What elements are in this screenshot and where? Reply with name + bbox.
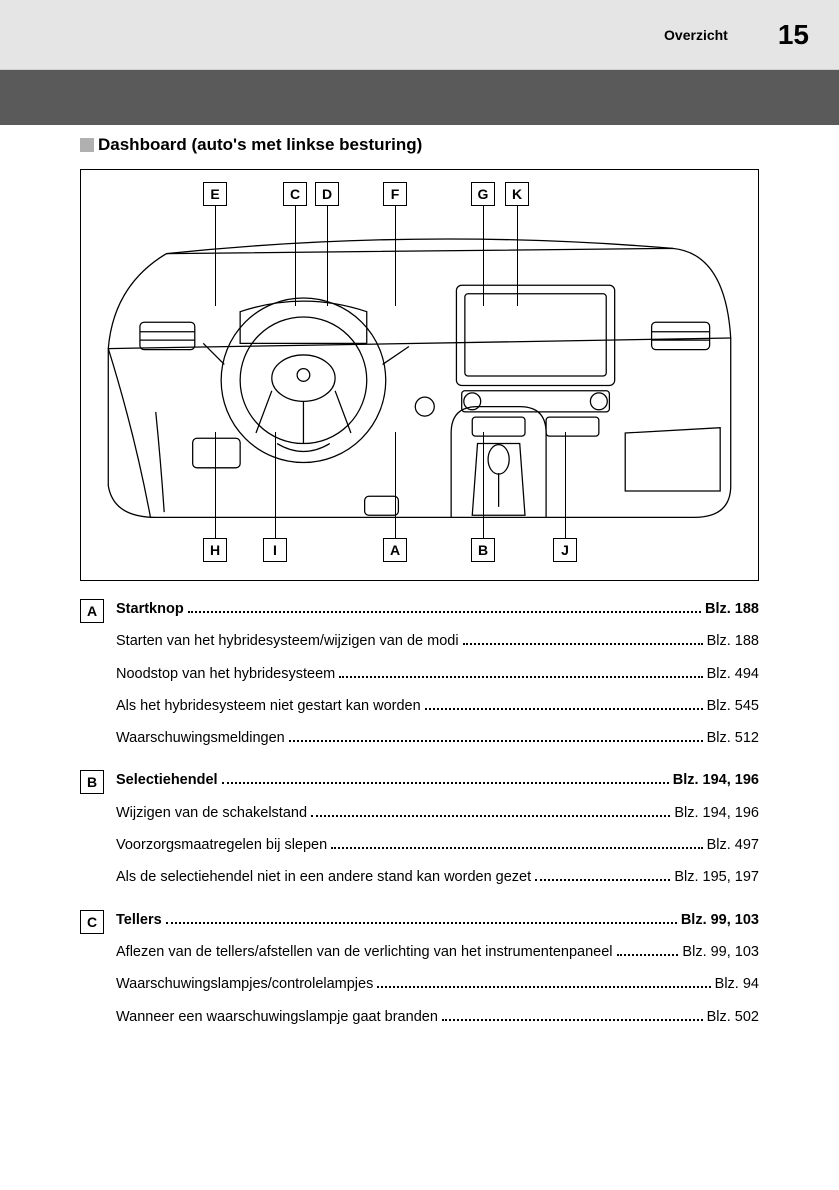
entry-sub-text: Aflezen van de tellers/afstellen van de …: [116, 942, 613, 962]
diagram-label-D: D: [315, 182, 339, 206]
entry-head-text: Tellers: [116, 910, 162, 930]
leader-dots: [222, 782, 669, 784]
leader-dots: [289, 740, 703, 742]
entry-head-page: Blz. 194, 196: [673, 770, 759, 790]
entry-sub: Als het hybridesysteem niet gestart kan …: [116, 696, 759, 716]
entry-sub-text: Starten van het hybridesysteem/wijzigen …: [116, 631, 459, 651]
entry-sub-text: Als het hybridesysteem niet gestart kan …: [116, 696, 421, 716]
entry-sub-text: Wijzigen van de schakelstand: [116, 803, 307, 823]
lead-line: [517, 206, 518, 306]
entry-lines: Tellers Blz. 99, 103 Aflezen van de teller…: [116, 910, 759, 1039]
entry-letter-box: B: [80, 770, 104, 794]
section-title: Dashboard (auto's met linkse besturing): [98, 135, 422, 155]
entry-head: Startknop Blz. 188: [116, 599, 759, 619]
leader-dots: [535, 879, 670, 881]
entry-sub: Waarschuwingslampjes/controlelampjes Blz.…: [116, 974, 759, 994]
entry-sub-page: Blz. 502: [707, 1007, 759, 1027]
entry-sub-text: Waarschuwingsmeldingen: [116, 728, 285, 748]
diagram-label-B: B: [471, 538, 495, 562]
lead-line: [395, 206, 396, 306]
entry-letter-box: A: [80, 599, 104, 623]
entry-sub: Als de selectiehendel niet in een andere…: [116, 867, 759, 887]
entry-head-page: Blz. 188: [705, 599, 759, 619]
leader-dots: [188, 611, 701, 613]
entry-sub-page: Blz. 194, 196: [674, 803, 759, 823]
leader-dots: [617, 954, 679, 956]
entry-sub-text: Voorzorgsmaatregelen bij slepen: [116, 835, 327, 855]
lead-line: [295, 206, 296, 306]
entry-sub: Aflezen van de tellers/afstellen van de …: [116, 942, 759, 962]
reference-list: A Startknop Blz. 188 Starten van het hybrid…: [80, 599, 759, 1039]
section-title-row: Dashboard (auto's met linkse besturing): [80, 135, 759, 155]
entry-sub-page: Blz. 497: [707, 835, 759, 855]
diagram-label-F: F: [383, 182, 407, 206]
lead-line: [395, 432, 396, 538]
lead-line: [215, 432, 216, 538]
leader-dots: [166, 922, 677, 924]
entry-sub-text: Waarschuwingslampjes/controlelampjes: [116, 974, 373, 994]
leader-dots: [331, 847, 702, 849]
entry-head-text: Selectiehendel: [116, 770, 218, 790]
entry-sub-text: Noodstop van het hybridesysteem: [116, 664, 335, 684]
diagram: E CD F GK H I A B J: [93, 182, 746, 562]
entry-sub: Voorzorgsmaatregelen bij slepen Blz. 497: [116, 835, 759, 855]
entry-sub-page: Blz. 195, 197: [674, 867, 759, 887]
diagram-label-E: E: [203, 182, 227, 206]
title-bullet-icon: [80, 138, 94, 152]
leader-dots: [377, 986, 710, 988]
entry-sub: Wijzigen van de schakelstand Blz. 194, 19…: [116, 803, 759, 823]
lead-line: [215, 206, 216, 306]
leader-dots: [425, 708, 703, 710]
entry-sub-text: Wanneer een waarschuwingslampje gaat bra…: [116, 1007, 438, 1027]
diagram-label-K: K: [505, 182, 529, 206]
diagram-label-C: C: [283, 182, 307, 206]
lead-line: [483, 432, 484, 538]
page-header: Overzicht 15: [0, 0, 839, 70]
diagram-label-I: I: [263, 538, 287, 562]
entry-C: C Tellers Blz. 99, 103 Aflezen van de telle…: [80, 910, 759, 1039]
leader-dots: [311, 815, 670, 817]
lead-line: [275, 432, 276, 538]
entry-head: Tellers Blz. 99, 103: [116, 910, 759, 930]
diagram-label-J: J: [553, 538, 577, 562]
entry-head-page: Blz. 99, 103: [681, 910, 759, 930]
header-page-number: 15: [778, 19, 809, 51]
header-dark-strip: [0, 70, 839, 125]
dashboard-drawing: [103, 222, 736, 539]
leader-dots: [442, 1019, 703, 1021]
lead-line: [483, 206, 484, 306]
diagram-label-A: A: [383, 538, 407, 562]
entry-A: A Startknop Blz. 188 Starten van het hybrid…: [80, 599, 759, 760]
header-section-label: Overzicht: [664, 27, 728, 43]
entry-lines: Startknop Blz. 188 Starten van het hybride…: [116, 599, 759, 760]
entry-head-text: Startknop: [116, 599, 184, 619]
diagram-frame: E CD F GK H I A B J: [80, 169, 759, 581]
entry-lines: SelectiehendelBlz. 194, 196Wijzigen van …: [116, 770, 759, 899]
entry-sub: Starten van het hybridesysteem/wijzigen …: [116, 631, 759, 651]
entry-sub-page: Blz. 99, 103: [682, 942, 759, 962]
entry-sub: Wanneer een waarschuwingslampje gaat bra…: [116, 1007, 759, 1027]
entry-B: BSelectiehendelBlz. 194, 196Wijzigen van…: [80, 770, 759, 899]
diagram-label-G: G: [471, 182, 495, 206]
page-content: Dashboard (auto's met linkse besturing): [0, 125, 839, 1079]
diagram-label-H: H: [203, 538, 227, 562]
entry-letter-box: C: [80, 910, 104, 934]
entry-sub-page: Blz. 188: [707, 631, 759, 651]
lead-line: [565, 432, 566, 538]
entry-head: Selectiehendel Blz. 194, 196: [116, 770, 759, 790]
entry-sub-text: Als de selectiehendel niet in een andere…: [116, 867, 531, 887]
leader-dots: [463, 643, 703, 645]
entry-sub: Noodstop van het hybridesysteem Blz. 494: [116, 664, 759, 684]
entry-sub: Waarschuwingsmeldingen Blz. 512: [116, 728, 759, 748]
entry-sub-page: Blz. 545: [707, 696, 759, 716]
lead-line: [327, 206, 328, 306]
entry-sub-page: Blz. 494: [707, 664, 759, 684]
entry-sub-page: Blz. 94: [715, 974, 759, 994]
entry-sub-page: Blz. 512: [707, 728, 759, 748]
leader-dots: [339, 676, 702, 678]
